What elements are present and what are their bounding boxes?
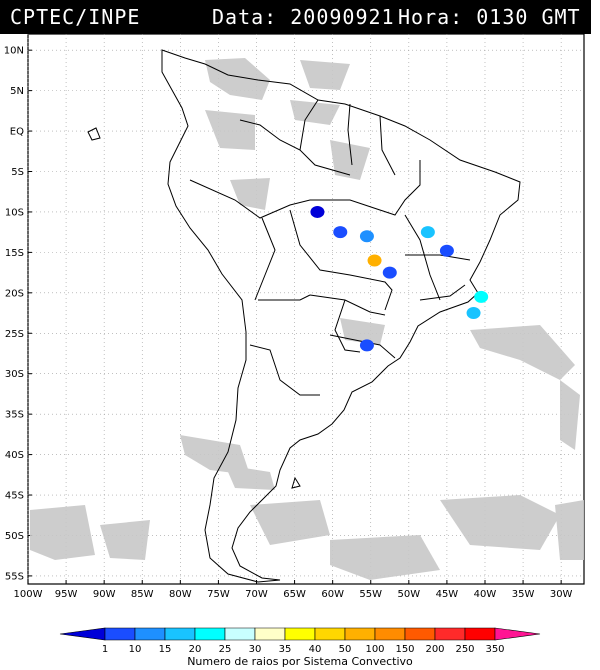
legend-label: 50 xyxy=(339,644,352,655)
convective-system xyxy=(310,205,325,218)
convective-system xyxy=(367,254,382,267)
lat-label: 20S xyxy=(5,288,24,299)
lat-label: 55S xyxy=(5,571,24,582)
legend-swatch xyxy=(164,627,196,641)
lat-label: 30S xyxy=(5,369,24,380)
lat-label: 10S xyxy=(5,207,24,218)
legend-label: 10 xyxy=(129,644,142,655)
continent-outline xyxy=(87,49,521,583)
convective-system xyxy=(439,244,454,257)
lon-label: 75W xyxy=(207,589,230,600)
lat-label: EQ xyxy=(10,127,24,138)
legend-swatch xyxy=(59,627,106,641)
color-legend: 1 10 15 20 25 30 35 40 50 100 150 200 250 350 xyxy=(59,627,541,655)
date-label: Data: 20090921 xyxy=(212,5,395,29)
convective-system xyxy=(466,307,481,320)
legend-swatch xyxy=(254,627,286,641)
lat-label: 5S xyxy=(11,167,24,178)
legend-label: 20 xyxy=(189,644,202,655)
convective-system xyxy=(359,339,374,352)
lon-label: 60W xyxy=(321,589,344,600)
legend-swatch xyxy=(224,627,256,641)
legend-swatch xyxy=(494,627,541,641)
lat-label: 40S xyxy=(5,450,24,461)
lon-label: 45W xyxy=(436,589,459,600)
legend-swatch xyxy=(404,627,436,641)
lat-label: 50S xyxy=(5,531,24,542)
lat-label: 10N xyxy=(4,46,24,57)
lon-label: 80W xyxy=(169,589,192,600)
legend-label: 1 xyxy=(102,644,108,655)
lat-label: 35S xyxy=(5,410,24,421)
lon-label: 40W xyxy=(474,589,497,600)
legend-label: 100 xyxy=(365,644,384,655)
legend-title: Numero de raios por Sistema Convectivo xyxy=(187,655,413,668)
lon-label: 90W xyxy=(93,589,116,600)
legend-label: 35 xyxy=(279,644,292,655)
legend-swatch xyxy=(314,627,346,641)
legend-label: 40 xyxy=(309,644,322,655)
lat-label: 5N xyxy=(10,86,24,97)
lon-label: 100W xyxy=(14,589,43,600)
legend-swatch xyxy=(284,627,316,641)
convective-system xyxy=(333,226,348,239)
lat-label: 45S xyxy=(5,491,24,502)
legend-label: 25 xyxy=(219,644,232,655)
source-label: CPTEC/INPE xyxy=(10,5,141,29)
lon-label: 65W xyxy=(283,589,306,600)
legend-swatch xyxy=(464,627,496,641)
lon-label: 30W xyxy=(550,589,573,600)
legend-swatch xyxy=(134,627,166,641)
convective-system xyxy=(474,290,489,303)
legend-swatch xyxy=(194,627,226,641)
legend-label: 30 xyxy=(249,644,262,655)
convective-system xyxy=(359,230,374,243)
map-title-bar: CPTEC/INPE Data: 20090921 Hora: 0130 GMT xyxy=(0,0,591,34)
legend-swatch xyxy=(374,627,406,641)
convective-system xyxy=(420,226,435,239)
legend-label: 15 xyxy=(159,644,172,655)
legend-label: 350 xyxy=(485,644,504,655)
latitude-labels: 10N 5N EQ 5S 10S 15S 20S 25S 30S 35S 40S 45S 50S 55S xyxy=(4,46,24,583)
map-frame xyxy=(27,33,585,585)
convective-system xyxy=(382,266,397,279)
time-label: Hora: 0130 GMT xyxy=(398,5,581,29)
lon-label: 85W xyxy=(131,589,154,600)
lon-label: 55W xyxy=(359,589,382,600)
legend-swatch xyxy=(344,627,376,641)
longitude-labels: 100W 95W 90W 85W 80W 75W 70W 65W 60W 55W 50W 45W 40W… xyxy=(14,589,573,600)
cloud-cover xyxy=(30,58,584,580)
legend-label: 250 xyxy=(455,644,474,655)
lat-label: 25S xyxy=(5,329,24,340)
lon-label: 95W xyxy=(55,589,78,600)
legend-label: 150 xyxy=(395,644,414,655)
legend-swatch xyxy=(434,627,466,641)
lon-label: 50W xyxy=(398,589,421,600)
lat-label: 15S xyxy=(5,248,24,259)
lon-label: 35W xyxy=(512,589,535,600)
convective-systems xyxy=(310,205,489,352)
legend-label: 200 xyxy=(425,644,444,655)
legend-swatch xyxy=(104,627,136,641)
lon-label: 70W xyxy=(245,589,268,600)
